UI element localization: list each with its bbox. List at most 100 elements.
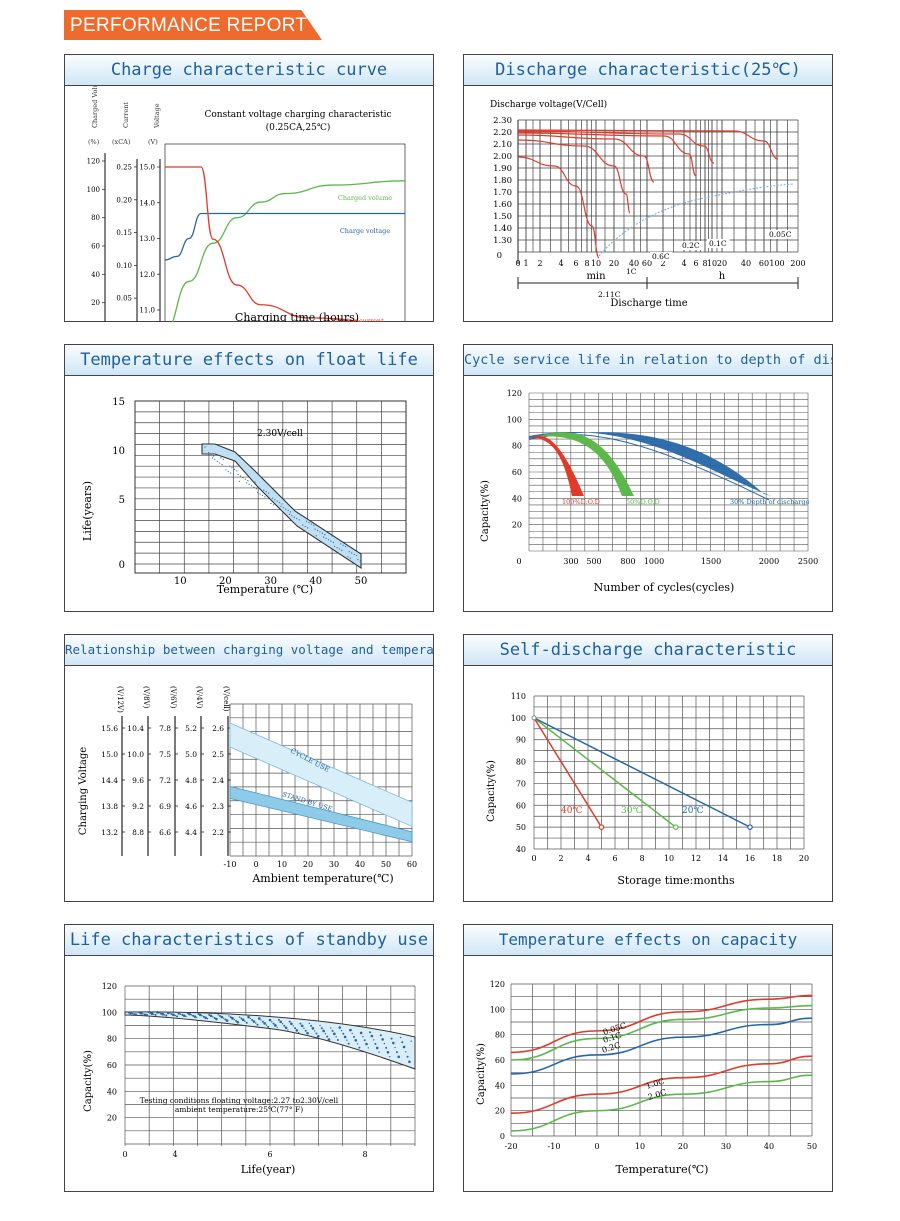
band-dot bbox=[351, 552, 353, 554]
series-0.6C bbox=[517, 134, 655, 183]
band-dot bbox=[331, 1029, 334, 1032]
band-dot bbox=[310, 523, 312, 525]
band-dot bbox=[340, 1029, 343, 1032]
x-tick-label: 2 bbox=[537, 259, 542, 268]
tick-label: 7.5 bbox=[159, 750, 171, 759]
x-tick-label: 2 bbox=[558, 854, 563, 863]
y-tick-label: 60 bbox=[495, 1056, 505, 1065]
y-tick-label: 60 bbox=[516, 801, 526, 810]
band-dot bbox=[395, 1051, 398, 1054]
band-dot bbox=[410, 1040, 412, 1042]
x-tick-label: 500 bbox=[586, 557, 601, 566]
band-dot bbox=[297, 1031, 300, 1034]
series-100-dod bbox=[529, 436, 584, 496]
band-dot bbox=[374, 1042, 377, 1045]
x-tick-label: 1500 bbox=[701, 557, 721, 566]
y-tick-label: 10 bbox=[112, 446, 125, 457]
band-dot bbox=[385, 1046, 388, 1049]
band-dot bbox=[190, 1014, 193, 1016]
band-dot bbox=[259, 493, 261, 495]
label-bg bbox=[767, 230, 794, 239]
band-dot bbox=[255, 1022, 257, 1024]
y-tick-label: 1.60 bbox=[493, 200, 512, 210]
y-tick-label: 2.30 bbox=[493, 116, 512, 126]
band-dot bbox=[340, 543, 342, 545]
label-bg bbox=[624, 267, 638, 276]
series-0 bbox=[533, 717, 603, 828]
annotation-line-2: ambient temperature:25℃(77° F) bbox=[175, 1105, 303, 1114]
band-dot bbox=[278, 501, 281, 504]
panel-float-life: Temperature effects on float life Life(y… bbox=[64, 344, 434, 612]
band-dot bbox=[231, 1017, 234, 1020]
x-tick-label: 1000 bbox=[644, 557, 664, 566]
tick-label: 11.0 bbox=[139, 307, 155, 315]
panel-title: Self-discharge characteristic bbox=[464, 635, 832, 666]
band-dot bbox=[198, 1013, 202, 1017]
band-dot bbox=[265, 1024, 268, 1026]
band-dot bbox=[179, 1013, 182, 1015]
band-dot bbox=[331, 535, 333, 537]
band-dot bbox=[308, 1022, 311, 1025]
band-dot bbox=[316, 529, 319, 532]
tick-label: 10.4 bbox=[127, 724, 144, 733]
y-tick-label: 80 bbox=[516, 758, 526, 767]
band-dot bbox=[244, 1020, 246, 1022]
band-dot bbox=[408, 1060, 411, 1064]
band-dot bbox=[362, 1035, 364, 1038]
panel-discharge-characteristic: Discharge characteristic(25℃) Discharge … bbox=[463, 54, 833, 322]
band-dot bbox=[353, 1035, 356, 1038]
x-tick-label: 0 bbox=[122, 1150, 127, 1159]
band-dot bbox=[235, 1019, 238, 1022]
band-dot bbox=[196, 1016, 198, 1019]
x-tick-label: 8 bbox=[362, 1150, 367, 1159]
series-end-marker bbox=[747, 824, 753, 830]
series-label: 0.1C bbox=[709, 239, 727, 248]
series-0.2C bbox=[517, 132, 697, 177]
band-dot bbox=[188, 1012, 191, 1016]
y-tick-label: 1.30 bbox=[493, 236, 512, 246]
band-dot bbox=[394, 1046, 396, 1049]
y-tick-label: 2.20 bbox=[493, 128, 512, 138]
band-dot bbox=[263, 1022, 266, 1025]
band-dot bbox=[233, 468, 235, 470]
tick-label: 5.0 bbox=[185, 750, 197, 759]
axis-unit: (V/6V) bbox=[169, 686, 177, 709]
band-dot bbox=[263, 489, 265, 491]
band-dot bbox=[208, 451, 210, 454]
y-tick-label: 20 bbox=[495, 1107, 505, 1116]
x-tick-label: 0 bbox=[515, 259, 520, 268]
series-1 bbox=[533, 717, 677, 828]
x-tick-label: 20 bbox=[219, 576, 232, 587]
x-tick-label: 40 bbox=[629, 259, 639, 268]
tick-label: 13.8 bbox=[101, 802, 118, 811]
series-0.1C bbox=[510, 1004, 813, 1061]
band-dot bbox=[197, 1013, 200, 1016]
band-dot bbox=[293, 516, 295, 518]
y-tick-label: 50 bbox=[516, 823, 526, 832]
y-tick-label: 100 bbox=[507, 415, 522, 424]
band-dot bbox=[291, 515, 293, 517]
band-dot bbox=[181, 1013, 184, 1016]
band-dot bbox=[311, 1027, 315, 1030]
band-dot bbox=[142, 1013, 144, 1015]
band-dot bbox=[237, 473, 239, 476]
label-bg bbox=[680, 241, 703, 250]
axis-unit: (V/4V) bbox=[195, 686, 203, 709]
band-dot bbox=[406, 1055, 409, 1058]
band-dot bbox=[265, 491, 267, 493]
tick-label: 8.8 bbox=[132, 828, 144, 837]
plot-frame bbox=[134, 400, 407, 574]
band-dot bbox=[246, 482, 248, 484]
band-dot bbox=[247, 1015, 250, 1019]
series-0.2C bbox=[510, 1017, 813, 1075]
band-dot bbox=[333, 1032, 336, 1036]
x-tick-label: 800 bbox=[620, 557, 635, 566]
panel-standby-life: Life characteristics of standby use Capa… bbox=[64, 924, 434, 1192]
series-standby-band bbox=[124, 1011, 416, 1070]
tick-label: 120 bbox=[87, 158, 100, 166]
band-dot bbox=[386, 1050, 390, 1054]
panel-self-discharge: Self-discharge characteristic Capacity(%… bbox=[463, 634, 833, 902]
band-dot bbox=[224, 1018, 227, 1021]
tick-label: 2.3 bbox=[212, 802, 224, 811]
axis-unit: (V/cell) bbox=[222, 686, 230, 712]
